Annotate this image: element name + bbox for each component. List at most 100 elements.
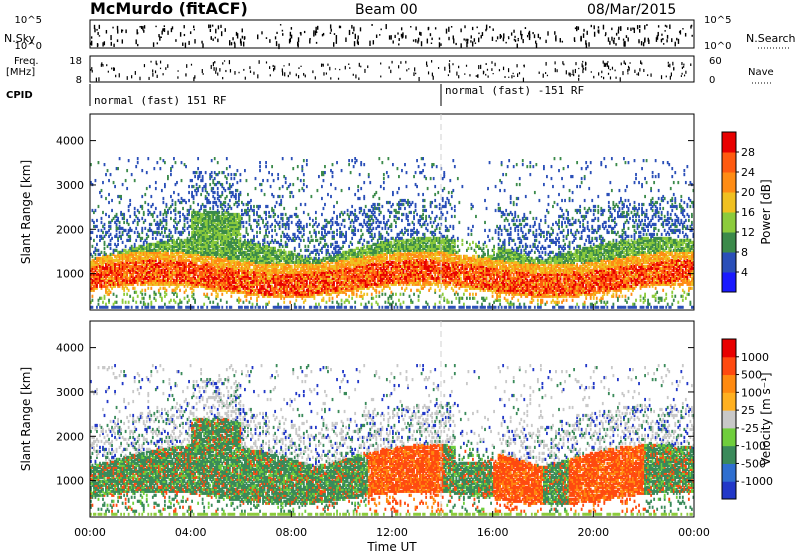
echo-cell [162, 235, 164, 238]
echo-cell [190, 205, 192, 208]
echo-cell [150, 195, 152, 198]
echo-cell [111, 209, 113, 212]
nsky-point [234, 43, 235, 48]
echo-cell [175, 213, 177, 216]
echo-cell [123, 213, 125, 216]
nsky-point [190, 31, 191, 34]
freq-point [380, 63, 381, 65]
echo-cell [175, 217, 177, 220]
freq-point [562, 61, 563, 64]
echo-cell [102, 231, 104, 234]
nsky-point [508, 36, 509, 37]
nsky-point [111, 42, 112, 46]
nsky-panel: 10^5 10^0 N.Sky 10^5 10^0 N.Search [4, 15, 796, 52]
nsky-point [242, 28, 243, 32]
echo-cell [101, 195, 103, 198]
nsky-point [282, 33, 283, 36]
echo-cell [217, 161, 219, 164]
echo-cell [170, 211, 172, 214]
echo-cell [147, 287, 149, 290]
freq-point [431, 60, 432, 63]
echo-cell [141, 289, 143, 292]
echo-cell [156, 161, 158, 164]
freq-point [668, 64, 669, 67]
echo-cell [179, 215, 181, 218]
nsky-point [627, 27, 628, 30]
nsky-point [618, 27, 619, 30]
freq-point [607, 61, 608, 63]
nsky-point [430, 33, 431, 36]
nsky-point [110, 35, 111, 40]
freq-point [408, 68, 409, 69]
nsky-point [399, 38, 400, 41]
nsky-point [666, 39, 667, 42]
freq-point [469, 74, 470, 76]
echo-cell [128, 159, 130, 162]
nsky-point [315, 27, 316, 32]
nave-tick-bottom: 0 [709, 75, 715, 86]
freq-point [608, 65, 609, 69]
nsky-point [614, 38, 615, 40]
echo-cell [161, 189, 163, 192]
nsky-point [618, 29, 619, 33]
nsky-point [217, 39, 218, 43]
nsky-point [555, 35, 556, 40]
echo-cell [116, 295, 118, 298]
freq-point [163, 73, 164, 75]
echo-cell [170, 231, 172, 234]
freq-point [229, 60, 230, 64]
nsky-point [489, 26, 490, 28]
nsky-tick-top: 10^5 [15, 15, 42, 26]
echo-cell [205, 205, 207, 208]
nsky-point [357, 39, 358, 43]
freq-point [491, 68, 492, 71]
nsky-point [609, 41, 610, 45]
nsky-point [440, 43, 441, 46]
nsky-point [175, 39, 176, 42]
freq-data [90, 60, 691, 82]
echo-cell [131, 173, 133, 176]
freq-point [282, 68, 283, 72]
nsky-point [117, 30, 118, 34]
nsky-point [644, 39, 645, 43]
freq-point [681, 75, 682, 77]
echo-cell [214, 197, 216, 200]
freq-point [690, 63, 691, 66]
echo-cell [92, 299, 94, 302]
echo-cell [202, 175, 204, 178]
nsky-point [676, 38, 677, 41]
freq-point [400, 61, 401, 64]
nsky-point [535, 41, 536, 44]
nsky-point [390, 35, 391, 39]
nsky-point [420, 32, 421, 36]
nsky-point [691, 25, 692, 27]
freq-point [338, 78, 339, 80]
echo-cell [193, 201, 195, 204]
freq-point [348, 63, 349, 65]
echo-cell [150, 301, 152, 304]
freq-point [345, 66, 346, 70]
echo-cell [150, 223, 152, 226]
echo-cell [181, 179, 183, 182]
echo-cell [178, 193, 180, 196]
echo-cell [175, 161, 177, 164]
echo-cell [119, 201, 121, 204]
freq-point [547, 75, 548, 76]
nsky-point [352, 32, 353, 34]
nsky-point [667, 35, 668, 39]
nsky-point [477, 27, 478, 29]
echo-cell [141, 306, 143, 309]
nsky-point [492, 37, 493, 41]
echo-cell [170, 173, 172, 176]
echo-cell [205, 171, 207, 174]
nsky-point [317, 26, 318, 30]
nsky-point [158, 34, 159, 37]
nsky-point [644, 25, 645, 29]
nsky-point [291, 35, 292, 39]
freq-point [321, 64, 322, 67]
freq-point [150, 61, 151, 63]
echo-cell [187, 217, 189, 220]
echo-cell [212, 205, 214, 208]
nsky-point [232, 37, 233, 40]
echo-cell [96, 235, 98, 238]
